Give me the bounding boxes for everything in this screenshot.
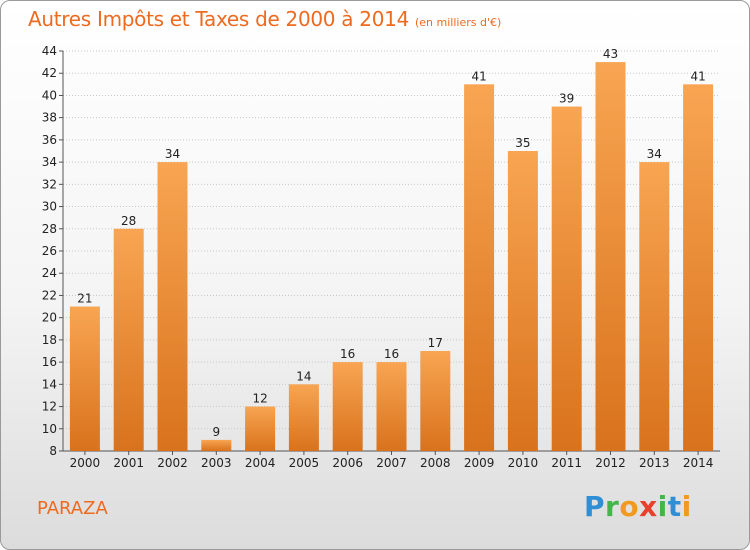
value-label-2011: 39 [559,92,574,106]
x-tick-label-2000: 2000 [70,456,101,470]
x-tick-label-2004: 2004 [245,456,276,470]
value-label-2008: 17 [428,336,443,350]
value-label-2010: 35 [515,136,530,150]
bar-2011 [551,106,582,452]
y-tick-label: 14 [42,377,57,391]
y-tick-label: 8 [49,444,57,458]
y-tick-label: 28 [42,222,57,236]
y-tick-label: 18 [42,333,57,347]
chart-title: Autres Impôts et Taxes de 2000 à 2014 (en… [28,7,501,31]
location-name: PARAZA [37,498,108,519]
x-tick-label-2007: 2007 [376,456,407,470]
x-tick-label-2005: 2005 [289,456,320,470]
value-label-2003: 9 [212,425,220,439]
x-tick-label-2012: 2012 [595,456,626,470]
value-label-2004: 12 [252,392,267,406]
bar-2000 [69,306,100,451]
bar-2001 [113,228,144,451]
proxiti-logo: Proxiti [584,490,692,523]
value-label-2014: 41 [690,69,705,83]
x-tick-label-2011: 2011 [551,456,582,470]
value-label-2001: 28 [121,214,136,228]
y-tick-label: 34 [42,155,57,169]
bar-2012 [595,62,626,451]
y-tick-label: 16 [42,355,57,369]
value-label-2006: 16 [340,347,355,361]
y-tick-label: 32 [42,177,57,191]
bar-2005 [288,384,319,451]
x-tick-label-2002: 2002 [157,456,188,470]
y-tick-label: 38 [42,111,57,125]
bar-2003 [201,439,232,451]
y-tick-label: 26 [42,244,57,258]
x-tick-label-2001: 2001 [113,456,144,470]
value-label-2007: 16 [384,347,399,361]
chart-title-text: Autres Impôts et Taxes de 2000 à 2014 [28,7,409,31]
x-tick-label-2013: 2013 [639,456,670,470]
bar-2009 [464,84,495,451]
x-tick-label-2003: 2003 [201,456,232,470]
value-label-2002: 34 [165,147,180,161]
value-label-2005: 14 [296,369,311,383]
bar-2004 [245,406,276,451]
y-tick-label: 30 [42,200,57,214]
bar-2013 [639,162,670,451]
x-tick-label-2006: 2006 [332,456,363,470]
x-tick-label-2014: 2014 [683,456,714,470]
y-tick-label: 44 [42,44,57,58]
y-tick-label: 36 [42,133,57,147]
chart-subtitle: (en milliers d'€) [415,16,502,29]
bar-2002 [157,162,188,451]
y-tick-label: 40 [42,88,57,102]
bar-2007 [376,362,407,451]
bar-2010 [507,151,538,451]
y-tick-label: 42 [42,66,57,80]
bar-2008 [420,351,451,451]
y-tick-label: 12 [42,400,57,414]
value-label-2012: 43 [603,47,618,61]
y-tick-label: 24 [42,266,57,280]
bar-2014 [683,84,714,451]
value-label-2009: 41 [471,69,486,83]
y-tick-label: 20 [42,311,57,325]
x-tick-label-2010: 2010 [508,456,539,470]
x-tick-label-2009: 2009 [464,456,495,470]
y-tick-label: 22 [42,288,57,302]
value-label-2013: 34 [647,147,662,161]
value-label-2000: 21 [77,292,92,306]
x-tick-label-2008: 2008 [420,456,451,470]
bar-2006 [332,362,363,451]
y-tick-label: 10 [42,422,57,436]
